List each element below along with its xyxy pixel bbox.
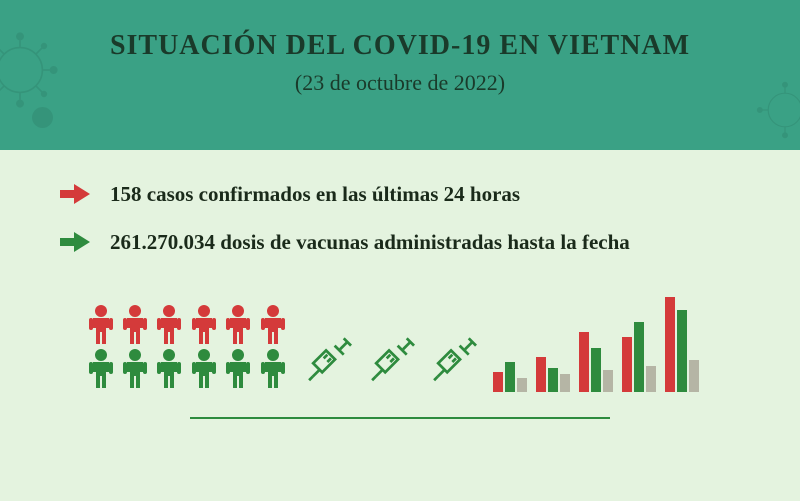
chart-bar <box>536 357 546 392</box>
chart-bar <box>622 337 632 392</box>
arrow-right-icon <box>60 182 90 206</box>
chart-bar <box>634 322 644 392</box>
icon-row <box>60 292 740 392</box>
syringe-icon <box>300 332 355 392</box>
people-icon-group <box>87 304 287 392</box>
chart-bar <box>560 374 570 392</box>
chart-bar <box>579 332 589 392</box>
bar-cluster <box>579 332 613 392</box>
virus-icon <box>755 80 800 140</box>
virus-icon-small <box>25 100 60 135</box>
chart-bar <box>548 368 558 392</box>
divider <box>190 417 610 419</box>
virus-icon <box>0 30 60 110</box>
stat-vaccines-text: 261.270.034 dosis de vacunas administrad… <box>110 228 630 256</box>
chart-bar <box>493 372 503 392</box>
person-icon <box>190 304 218 344</box>
person-icon <box>259 304 287 344</box>
person-icon <box>224 304 252 344</box>
chart-bar <box>517 378 527 392</box>
chart-bar <box>689 360 699 392</box>
person-icon <box>224 348 252 388</box>
person-icon <box>87 304 115 344</box>
syringe-icon-group <box>300 332 480 392</box>
stat-vaccines: 261.270.034 dosis de vacunas administrad… <box>60 228 740 256</box>
syringe-icon <box>363 332 418 392</box>
chart-bar <box>603 370 613 392</box>
chart-bar <box>665 297 675 392</box>
bar-cluster <box>536 357 570 392</box>
page-subtitle: (23 de octubre de 2022) <box>0 70 800 96</box>
chart-bar <box>591 348 601 392</box>
chart-bar <box>646 366 656 392</box>
chart-bar <box>505 362 515 392</box>
bar-cluster <box>622 322 656 392</box>
stat-cases: 158 casos confirmados en las últimas 24 … <box>60 180 740 208</box>
person-icon <box>121 348 149 388</box>
bar-chart <box>493 292 713 392</box>
header: SITUACIÓN DEL COVID-19 EN VIETNAM (23 de… <box>0 0 800 150</box>
person-icon <box>155 304 183 344</box>
person-icon <box>259 348 287 388</box>
person-icon <box>121 304 149 344</box>
stat-cases-text: 158 casos confirmados en las últimas 24 … <box>110 180 520 208</box>
syringe-icon <box>425 332 480 392</box>
bar-cluster <box>665 297 699 392</box>
content: 158 casos confirmados en las últimas 24 … <box>0 150 800 439</box>
chart-bar <box>677 310 687 392</box>
page-title: SITUACIÓN DEL COVID-19 EN VIETNAM <box>0 30 800 62</box>
bar-cluster <box>493 362 527 392</box>
person-icon <box>87 348 115 388</box>
person-icon <box>155 348 183 388</box>
arrow-right-icon <box>60 230 90 254</box>
person-icon <box>190 348 218 388</box>
